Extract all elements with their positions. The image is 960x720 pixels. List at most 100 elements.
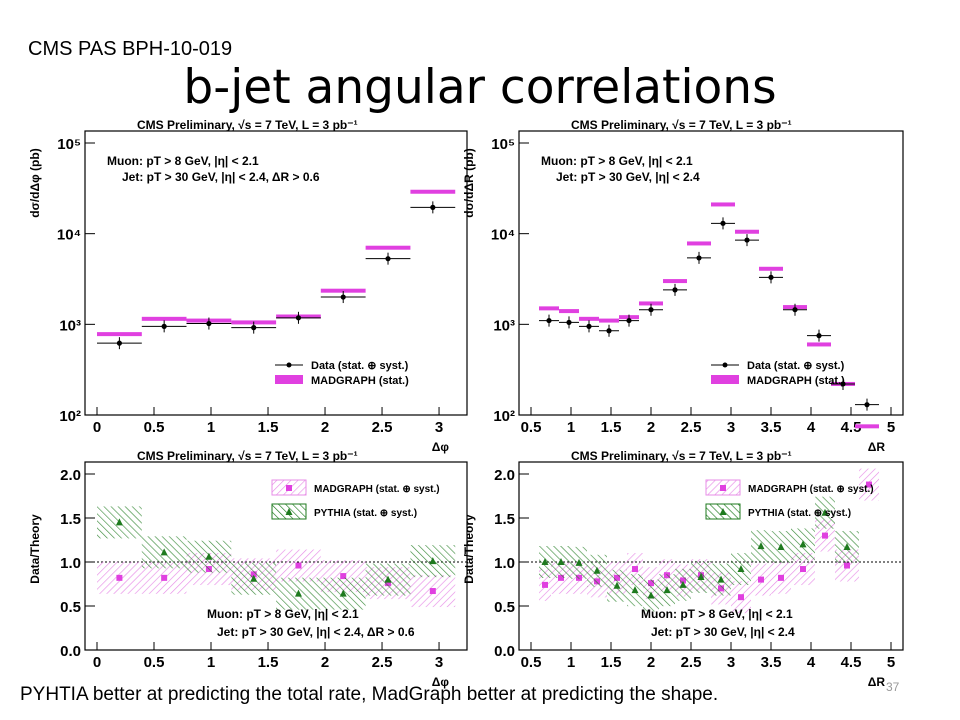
dphi-xsec-xtick-label: 1 [207, 419, 215, 436]
dphi-ratio-xtick-label: 2 [321, 654, 329, 671]
dphi-xsec-xtick-label: 2 [321, 419, 329, 436]
dr-ratio-madgraph-marker [822, 532, 828, 539]
dr-xsec-ylabel: dσ/dΔR (pb) [462, 148, 476, 217]
dr-xsec-xtick-label: 2 [647, 419, 655, 436]
dr-ratio-pythia-marker [821, 508, 829, 516]
dr-xsec-madgraph-bar [855, 424, 879, 429]
dphi-xsec-data-point [161, 323, 167, 329]
dphi-ratio-legend-pythia: PYTHIA (stat. ⊕ syst.) [314, 508, 417, 519]
dphi-ratio-header: CMS Preliminary, √s = 7 TeV, L = 3 pb⁻¹ [137, 449, 358, 463]
dphi-xsec-xtick-label: 0.5 [144, 419, 165, 436]
dr-ratio-madgraph-marker [800, 566, 806, 573]
dr-xsec-data-point [864, 402, 870, 408]
dr-xsec-data-point [566, 319, 572, 326]
dphi-ratio-pythia-marker [250, 574, 258, 582]
dr-ratio-cut-jet: Jet: pT > 30 GeV, |η| < 2.4 [651, 625, 795, 639]
dr-xsec-data-point [672, 287, 678, 293]
dr-xsec-data-point [744, 237, 750, 243]
dr-ratio-legend-pythia-marker [719, 508, 727, 515]
dr-ratio-legend-madgraph-marker [720, 485, 726, 491]
dr-ratio-pythia-marker [697, 572, 705, 580]
dr-ratio-pythia-marker [717, 575, 725, 583]
dr-xsec-xtick-label: 4 [807, 419, 816, 436]
dr-xsec-madgraph-bar [559, 309, 579, 314]
dphi-xsec-legend-madgraph: MADGRAPH (stat.) [311, 375, 409, 387]
dr-xsec-data-point [626, 317, 632, 324]
dphi-ratio-pythia-marker [384, 575, 392, 583]
dphi-xsec-ytick-label: 10³ [59, 317, 81, 334]
dr-ratio-legend-pythia: PYTHIA (stat. ⊕ syst.) [748, 508, 851, 519]
dr-ratio-pythia-marker [541, 558, 549, 565]
dr-xsec-legend-madgraph-swatch [711, 375, 739, 384]
dphi-ratio-madgraph-marker [340, 573, 347, 580]
dr-xsec-madgraph-bar [711, 202, 735, 207]
dr-ratio-chart: 0.0 0.5 1.0 1.5 2.0 0.5 1 1.5 2 2.5 3 3.5 4 4.5 5ΔR Dat… [462, 449, 904, 689]
dr-xsec-xtick-label: 3.5 [761, 419, 782, 436]
dr-xsec-frame [518, 130, 904, 416]
dphi-xsec-legend-madgraph-swatch [275, 375, 303, 384]
dphi-ratio-pythia-marker [339, 589, 347, 597]
dr-xsec-data-point [546, 317, 552, 324]
dr-ratio-ytick-label: 1.5 [494, 511, 515, 528]
dr-ratio-madgraph-marker [844, 562, 850, 569]
slide-title: b-jet angular correlations [183, 60, 777, 115]
dphi-xsec-ytick-label: 10⁴ [57, 227, 81, 244]
dphi-xsec-cut-muon: Muon: pT > 8 GeV, |η| < 2.1 [107, 154, 259, 168]
dr-ratio-ytick-label: 0.0 [494, 643, 515, 660]
dr-xsec-xtick-label: 1.5 [601, 419, 622, 436]
dr-ratio-xlabel: ΔR [868, 675, 886, 689]
dr-ratio-madgraph-marker [778, 574, 784, 581]
dphi-ratio-ytick-label: 1.5 [60, 511, 81, 528]
dr-xsec-madgraph-bar [687, 241, 711, 246]
dphi-xsec-ytick-label: 10² [59, 408, 81, 425]
dphi-xsec-frame [84, 130, 468, 416]
dr-ratio-ytick-label: 2.0 [494, 467, 515, 484]
dphi-xsec-xlabel: Δφ [432, 440, 450, 454]
dr-xsec-data-point [816, 333, 822, 339]
dr-ratio-xtick-label: 1.5 [601, 654, 622, 671]
dphi-xsec-data-point [206, 320, 212, 327]
dr-xsec-madgraph-bar [599, 318, 619, 323]
dphi-ratio-madgraph-marker [429, 588, 436, 595]
dr-xsec-data-point [720, 220, 726, 226]
dr-ratio-pythia-marker [663, 586, 671, 594]
dr-ratio-pythia-marker [557, 558, 565, 565]
dr-xsec-ytick-label: 10³ [493, 317, 515, 334]
dr-ratio-pythia-marker [843, 543, 851, 551]
dphi-xsec-chart: 10² 10³ 10⁴ 10⁵ 0 0.5 1 1.5 2 2.5 3 Δφ dσ/dΔφ (pb) CM… [28, 118, 468, 454]
dphi-ratio-madgraph-marker [116, 574, 123, 581]
dr-xsec-cut-muon: Muon: pT > 8 GeV, |η| < 2.1 [541, 154, 693, 168]
source-reference: CMS PAS BPH-10-019 [28, 38, 233, 60]
dr-xsec-legend-data: Data (stat. ⊕ syst.) [747, 360, 845, 372]
dr-xsec-madgraph-bar [663, 279, 687, 284]
dr-ratio-madgraph-marker [758, 576, 764, 583]
dphi-ratio-legend-madgraph-marker [286, 485, 292, 491]
dr-ratio-xtick-label: 0.5 [521, 654, 542, 671]
dr-ratio-madgraph-marker [738, 594, 744, 601]
dr-ratio-xtick-label: 3 [727, 654, 735, 671]
dr-ratio-madgraph-marker [632, 566, 638, 573]
dr-ratio-madgraph-marker [542, 581, 548, 588]
dr-xsec-cut-jet: Jet: pT > 30 GeV, |η| < 2.4 [556, 170, 700, 184]
dr-ratio-pythia-marker [777, 543, 785, 551]
dphi-ratio-xtick-label: 0 [93, 654, 101, 671]
dphi-xsec-legend-data: Data (stat. ⊕ syst.) [311, 360, 409, 372]
dphi-xsec-data-point [116, 340, 123, 346]
dr-ratio-pythia-marker [613, 581, 621, 589]
dphi-ratio-frame [84, 461, 468, 651]
dphi-xsec-xtick-label: 2.5 [372, 419, 393, 436]
dr-ratio-xtick-label: 4 [807, 654, 816, 671]
dphi-xsec-madgraph-bar [410, 189, 456, 194]
dr-xsec-data-point [840, 381, 846, 387]
dphi-xsec-header: CMS Preliminary, √s = 7 TeV, L = 3 pb⁻¹ [137, 118, 358, 132]
dr-xsec-madgraph-bar [807, 342, 831, 347]
dphi-xsec-xtick-label: 1.5 [258, 419, 279, 436]
dphi-xsec-ytick-label: 10⁵ [57, 136, 81, 153]
dr-ratio-pythia-marker [631, 586, 639, 594]
dr-xsec-ytick-label: 10² [493, 408, 515, 425]
dphi-xsec-data-point [385, 256, 391, 262]
dr-ratio-xtick-label: 5 [887, 654, 895, 671]
dphi-ratio-pythia-marker [429, 557, 437, 565]
dr-ratio-pythia-marker [593, 566, 601, 574]
